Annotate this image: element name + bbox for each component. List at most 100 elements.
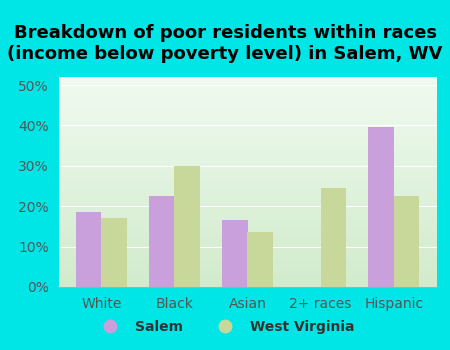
Bar	[58, 174, 436, 176]
Bar	[58, 251, 436, 253]
Bar	[58, 226, 436, 228]
Bar	[58, 94, 436, 96]
Bar	[58, 136, 436, 138]
Bar	[149, 196, 175, 287]
Text: Breakdown of poor residents within races
(income below poverty level) in Salem, : Breakdown of poor residents within races…	[7, 24, 443, 63]
Bar	[58, 100, 436, 102]
Bar	[58, 169, 436, 172]
Bar	[58, 146, 436, 148]
Bar	[58, 224, 436, 226]
Bar	[58, 113, 436, 115]
Bar	[58, 216, 436, 218]
Bar	[58, 234, 436, 237]
Bar	[58, 123, 436, 125]
Bar	[58, 184, 436, 186]
Bar	[58, 245, 436, 247]
Bar	[58, 222, 436, 224]
Bar	[58, 148, 436, 150]
Bar	[58, 119, 436, 121]
Bar	[58, 260, 436, 262]
Bar	[58, 115, 436, 117]
Bar	[58, 88, 436, 90]
Bar	[58, 285, 436, 287]
Bar	[58, 167, 436, 169]
Bar	[58, 218, 436, 220]
Bar	[248, 232, 273, 287]
Bar	[58, 203, 436, 205]
Bar	[58, 228, 436, 230]
Bar	[368, 127, 394, 287]
Bar	[58, 279, 436, 281]
Bar	[58, 190, 436, 192]
Bar	[58, 77, 436, 79]
Bar	[58, 201, 436, 203]
Bar	[58, 180, 436, 182]
Bar	[58, 134, 436, 136]
Bar	[58, 214, 436, 216]
Bar	[58, 176, 436, 178]
Bar	[58, 211, 436, 214]
Bar	[58, 102, 436, 104]
Bar	[58, 130, 436, 132]
Bar	[58, 274, 436, 277]
Bar	[58, 96, 436, 98]
Bar	[58, 207, 436, 209]
Bar	[58, 209, 436, 211]
Bar	[58, 144, 436, 146]
Bar	[58, 264, 436, 266]
Bar	[58, 138, 436, 140]
Bar	[58, 104, 436, 106]
Bar	[58, 230, 436, 232]
Bar	[58, 197, 436, 199]
Bar	[58, 247, 436, 249]
Bar	[58, 239, 436, 241]
Bar	[58, 272, 436, 274]
Bar	[58, 283, 436, 285]
Bar	[58, 140, 436, 142]
Bar	[58, 249, 436, 251]
Bar	[58, 281, 436, 283]
Bar	[58, 268, 436, 270]
Bar	[58, 92, 436, 94]
Bar	[58, 83, 436, 85]
Bar	[58, 121, 436, 123]
Bar	[58, 163, 436, 165]
Bar	[58, 157, 436, 159]
Bar	[58, 98, 436, 100]
Bar	[58, 117, 436, 119]
Bar	[222, 220, 248, 287]
Bar	[175, 166, 200, 287]
Bar	[58, 243, 436, 245]
Bar	[58, 193, 436, 195]
Bar	[58, 111, 436, 113]
Bar	[58, 205, 436, 207]
Bar	[58, 159, 436, 161]
Bar	[58, 85, 436, 88]
Bar	[76, 212, 101, 287]
Bar	[58, 142, 436, 144]
Bar	[58, 108, 436, 111]
Bar	[58, 79, 436, 81]
Bar	[58, 127, 436, 130]
Bar	[58, 258, 436, 260]
Bar	[58, 172, 436, 174]
Bar	[58, 232, 436, 234]
Bar	[58, 90, 436, 92]
Bar	[58, 241, 436, 243]
Bar	[58, 125, 436, 127]
Bar	[58, 262, 436, 264]
Bar	[58, 81, 436, 83]
Bar	[58, 161, 436, 163]
Bar	[58, 276, 436, 279]
Bar	[101, 218, 127, 287]
Bar	[58, 188, 436, 190]
Bar	[58, 256, 436, 258]
Bar	[58, 266, 436, 268]
Bar	[320, 188, 346, 287]
Bar	[58, 106, 436, 108]
Bar	[58, 182, 436, 184]
Bar	[58, 132, 436, 134]
Bar	[58, 220, 436, 222]
Bar	[58, 150, 436, 153]
Bar	[58, 253, 436, 256]
